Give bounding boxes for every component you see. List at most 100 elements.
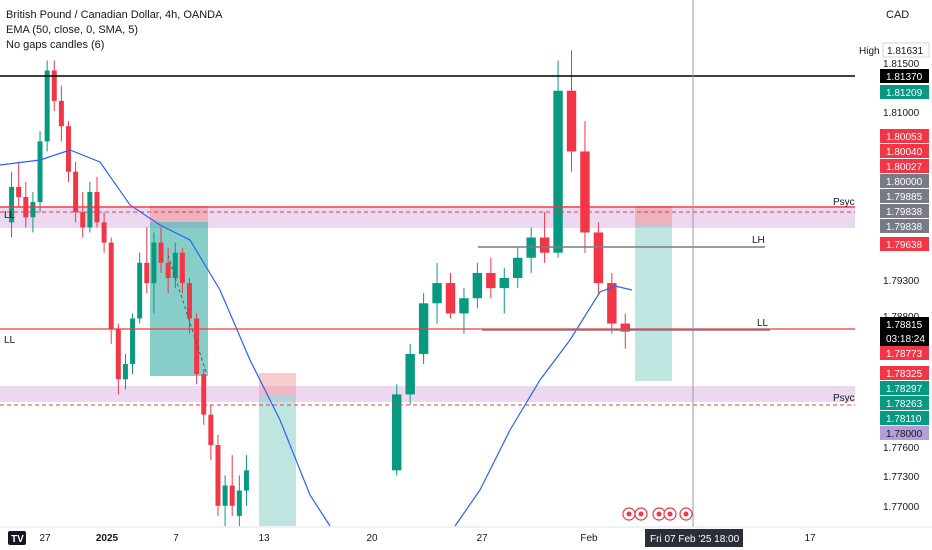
ema-indicator-label[interactable]: EMA (50, close, 0, SMA, 5) xyxy=(6,24,139,36)
x-tick-label: 27 xyxy=(39,533,51,544)
price-tag-box xyxy=(880,237,929,251)
position-profit-zone xyxy=(259,396,296,526)
x-tick-label: 13 xyxy=(258,533,270,544)
candle-body xyxy=(172,252,178,278)
price-tag-box xyxy=(880,159,929,173)
no-gaps-indicator-label[interactable]: No gaps candles (6) xyxy=(6,39,105,51)
candle-body xyxy=(215,445,221,506)
candle-body xyxy=(243,470,249,491)
countdown-label: 03:18:24 xyxy=(886,334,925,345)
x-tick-label: 7 xyxy=(173,533,179,544)
candle-body xyxy=(236,490,242,516)
high-label: High xyxy=(859,46,880,57)
psych-band-upper xyxy=(0,208,855,228)
candle-body xyxy=(122,364,128,380)
price-tag: 1.80053 xyxy=(886,132,923,143)
projection-dashed-line xyxy=(167,254,207,373)
lh-trend-label: LH xyxy=(752,235,765,246)
symbol-title[interactable]: British Pound / Canadian Dollar, 4h, OAN… xyxy=(6,9,223,21)
candle-body xyxy=(87,191,93,228)
candle-body xyxy=(44,70,50,142)
candle-body xyxy=(432,283,442,304)
ll-label-left: LL xyxy=(4,335,16,346)
price-axis[interactable]: 1.815001.810001.793001.788001.776001.773… xyxy=(855,0,932,550)
ema-line xyxy=(454,285,633,527)
price-tag: 1.78110 xyxy=(886,414,922,425)
candle-body xyxy=(194,318,200,375)
price-tag-box xyxy=(880,144,929,158)
position-stop-zone xyxy=(635,206,672,226)
price-tag-box xyxy=(880,69,929,83)
y-tick-label: 1.79300 xyxy=(883,276,920,287)
event-icon-dot xyxy=(667,511,673,517)
candle-body xyxy=(158,242,164,263)
ema-line xyxy=(0,149,331,527)
price-tag: 1.80040 xyxy=(886,147,923,158)
zones-layer xyxy=(0,206,855,526)
candles-layer xyxy=(9,50,630,526)
candle-body xyxy=(553,90,563,253)
event-icon-dot xyxy=(683,511,689,517)
position-profit-zone xyxy=(635,226,672,381)
x-tick-label: 2025 xyxy=(96,533,119,544)
candle-body xyxy=(51,70,57,101)
candle-body xyxy=(73,171,79,213)
price-tag-box xyxy=(882,42,930,58)
price-tag-box xyxy=(880,204,929,218)
tradingview-logo-text: TV xyxy=(11,534,24,545)
candle-body xyxy=(222,485,228,506)
price-tag: 1.81209 xyxy=(886,88,923,99)
currency-label[interactable]: CAD xyxy=(886,9,910,21)
price-tag-box xyxy=(880,219,929,233)
candle-body xyxy=(472,272,483,299)
y-tick-label: 1.77300 xyxy=(883,472,920,483)
price-tag: 1.80027 xyxy=(886,162,923,173)
lines-layer: LHLLPsych levelPsych levelLHLLLL xyxy=(0,0,884,550)
event-icon-dot xyxy=(626,511,632,517)
price-tag: 1.79838 xyxy=(886,207,923,218)
crosshair-date-label: Fri 07 Feb '25 18:00 xyxy=(650,534,740,545)
candle-body xyxy=(580,151,590,233)
price-tag: 1.81370 xyxy=(886,72,923,83)
candle-body xyxy=(513,257,523,278)
candle-body xyxy=(187,283,192,319)
last-price-box xyxy=(880,317,929,347)
y-tick-label: 1.77600 xyxy=(883,443,920,454)
candle-body xyxy=(9,186,15,223)
price-tag-box xyxy=(880,189,929,203)
candle-body xyxy=(566,90,577,152)
candle-body xyxy=(165,262,171,278)
candle-body xyxy=(58,100,64,127)
candle-body xyxy=(392,394,402,471)
price-tag-box xyxy=(880,381,929,395)
x-tick-label: 27 xyxy=(476,533,488,544)
price-tag-box xyxy=(880,129,929,143)
price-tag-box xyxy=(880,346,929,360)
price-tag: 1.79638 xyxy=(886,240,923,251)
candle-body xyxy=(201,374,207,415)
candle-body xyxy=(115,328,121,380)
candle-body xyxy=(539,237,550,253)
price-tag-box xyxy=(880,411,929,425)
price-tag: 1.78773 xyxy=(886,349,923,360)
time-axis[interactable]: 27 2025 7 13 20 27 Feb 17 Fri 07 Feb '25 18:00 TV xyxy=(0,507,932,550)
candle-body xyxy=(101,222,107,243)
price-tag-box xyxy=(880,396,929,410)
x-tick-label: Feb xyxy=(580,533,598,544)
price-tag: 1.79885 xyxy=(886,192,923,203)
chart-legend: British Pound / Canadian Dollar, 4h, OAN… xyxy=(6,8,222,53)
ll-trend-label: LL xyxy=(757,318,769,329)
candle-body xyxy=(405,353,415,395)
candle-body xyxy=(229,485,235,506)
candle-body xyxy=(144,262,150,284)
price-tag: 1.81631 xyxy=(887,46,924,57)
candle-body xyxy=(80,212,86,228)
candle-body xyxy=(499,278,509,289)
price-tag: 1.78000 xyxy=(886,429,923,440)
event-icon-dot xyxy=(656,511,662,517)
candle-body xyxy=(179,252,185,284)
candle-body xyxy=(620,323,630,332)
price-tag: 1.79838 xyxy=(886,222,923,233)
candle-body xyxy=(137,262,143,319)
